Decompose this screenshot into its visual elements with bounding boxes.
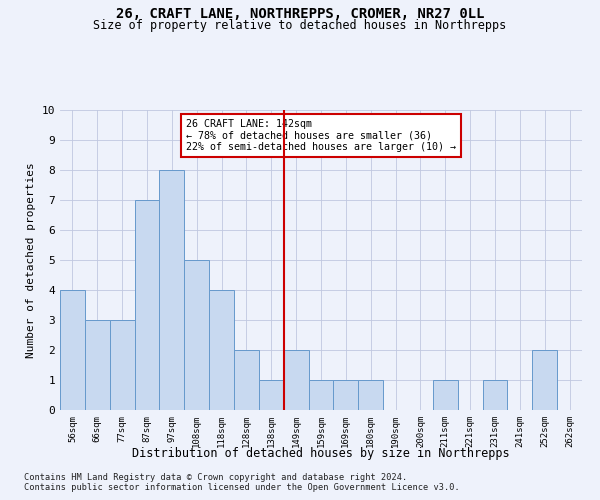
- Bar: [209, 290, 234, 410]
- Bar: [308, 380, 334, 410]
- Bar: [334, 380, 358, 410]
- Bar: [532, 350, 557, 410]
- Bar: [160, 170, 184, 410]
- Bar: [433, 380, 458, 410]
- Bar: [358, 380, 383, 410]
- Text: Size of property relative to detached houses in Northrepps: Size of property relative to detached ho…: [94, 19, 506, 32]
- Bar: [234, 350, 259, 410]
- Text: Contains public sector information licensed under the Open Government Licence v3: Contains public sector information licen…: [24, 484, 460, 492]
- Bar: [184, 260, 209, 410]
- Bar: [85, 320, 110, 410]
- Text: Distribution of detached houses by size in Northrepps: Distribution of detached houses by size …: [132, 448, 510, 460]
- Bar: [259, 380, 284, 410]
- Bar: [134, 200, 160, 410]
- Bar: [284, 350, 308, 410]
- Bar: [60, 290, 85, 410]
- Text: 26, CRAFT LANE, NORTHREPPS, CROMER, NR27 0LL: 26, CRAFT LANE, NORTHREPPS, CROMER, NR27…: [116, 8, 484, 22]
- Text: Contains HM Land Registry data © Crown copyright and database right 2024.: Contains HM Land Registry data © Crown c…: [24, 472, 407, 482]
- Bar: [482, 380, 508, 410]
- Bar: [110, 320, 134, 410]
- Y-axis label: Number of detached properties: Number of detached properties: [26, 162, 36, 358]
- Text: 26 CRAFT LANE: 142sqm
← 78% of detached houses are smaller (36)
22% of semi-deta: 26 CRAFT LANE: 142sqm ← 78% of detached …: [186, 119, 456, 152]
